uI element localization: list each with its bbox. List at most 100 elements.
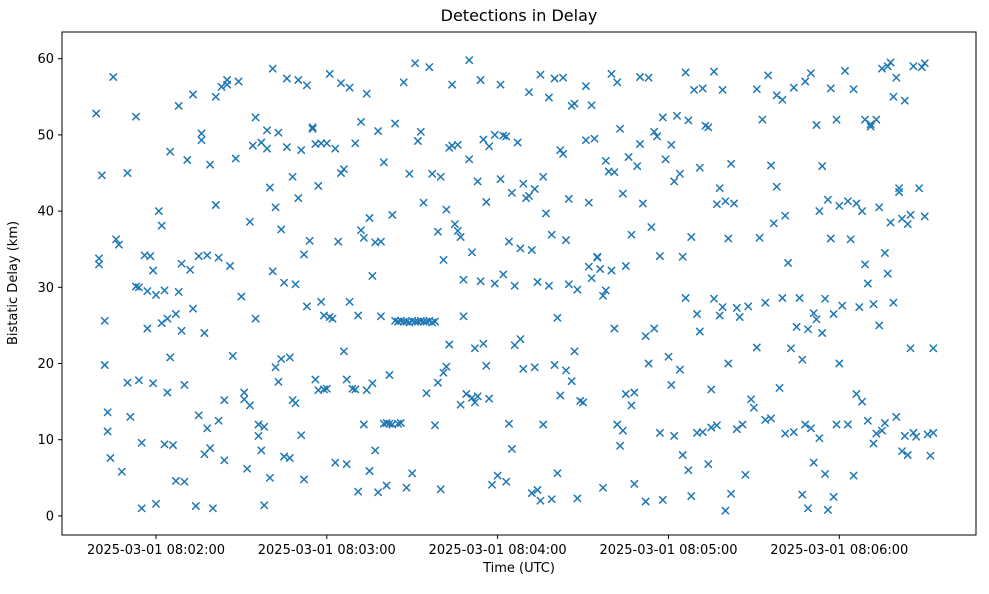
scatter-point	[359, 233, 368, 242]
scatter-point	[499, 270, 508, 279]
scatter-point	[675, 169, 684, 178]
scatter-point	[95, 260, 103, 269]
scatter-point	[584, 198, 593, 207]
scatter-point	[861, 260, 869, 269]
scatter-point	[801, 77, 810, 86]
scatter-point	[231, 154, 240, 163]
scatter-point	[485, 142, 494, 151]
scatter-point	[171, 476, 180, 485]
scatter-point	[365, 467, 374, 475]
y-axis-label: Bistatic Delay (km)	[6, 221, 21, 345]
scatter-point	[704, 460, 713, 469]
scatter-point	[314, 181, 323, 190]
scatter-point	[391, 119, 400, 128]
scatter-point	[265, 473, 274, 482]
scatter-point	[789, 428, 798, 437]
scatter-point	[636, 140, 644, 148]
scatter-point	[354, 311, 363, 320]
scatter-point	[769, 219, 778, 228]
x-axis-label: Time (UTC)	[482, 561, 555, 576]
scatter-point	[243, 464, 252, 473]
scatter-point	[525, 191, 533, 200]
scatter-point	[143, 324, 152, 333]
scatter-point	[149, 266, 158, 275]
scatter-point	[920, 59, 929, 68]
scatter-point	[684, 466, 693, 475]
scatter-point	[114, 240, 123, 249]
scatter-point	[900, 96, 909, 105]
scatter-point	[152, 499, 160, 508]
scatter-point	[103, 408, 112, 417]
scatter-point	[294, 194, 303, 203]
scatter-point	[220, 396, 229, 405]
scatter-point	[465, 56, 474, 65]
scatter-point	[382, 481, 391, 490]
scatter-point	[268, 64, 277, 73]
y-tick-label: 20	[37, 357, 54, 372]
scatter-point	[482, 361, 491, 370]
scatter-point	[698, 84, 707, 93]
scatter-point	[459, 275, 468, 284]
scatter-point	[203, 251, 212, 260]
scatter-point	[337, 79, 345, 88]
scatter-point	[599, 483, 607, 492]
scatter-point	[106, 454, 115, 462]
scatter-point	[328, 314, 337, 323]
y-tick-label: 10	[37, 433, 54, 448]
scatter-point	[556, 391, 565, 400]
plot-area	[61, 31, 977, 536]
scatter-point	[166, 353, 175, 362]
scatter-point	[268, 267, 277, 276]
scatter-point	[277, 355, 286, 363]
scatter-point	[493, 471, 502, 480]
scatter-point	[718, 85, 727, 94]
scatter-point	[149, 379, 158, 388]
scatter-point	[226, 262, 234, 270]
scatter-point	[778, 294, 787, 302]
scatter-point	[297, 431, 306, 440]
scatter-point	[157, 319, 166, 328]
axis-ticks: 2025-03-01 08:02:00 2025-03-01 08:03:00 20…	[37, 52, 908, 558]
scatter-point	[875, 203, 884, 212]
scatter-point	[778, 95, 787, 104]
scatter-point	[516, 244, 525, 253]
scatter-point	[542, 209, 550, 218]
scatter-point	[852, 199, 861, 208]
scatter-point	[599, 291, 607, 300]
scatter-point	[174, 287, 183, 296]
scatter-point	[607, 266, 616, 275]
scatter-point	[160, 440, 169, 449]
scatter-point	[610, 168, 619, 177]
scatter-point	[900, 431, 909, 440]
scatter-point	[550, 74, 559, 83]
scatter-point	[351, 139, 360, 148]
scatter-point	[644, 73, 653, 82]
scatter-point	[462, 390, 471, 398]
scatter-point	[655, 252, 664, 261]
scatter-point	[786, 344, 795, 353]
scatter-point	[123, 378, 132, 387]
scatter-point	[601, 286, 610, 295]
scatter-point	[95, 254, 103, 263]
scatter-point	[889, 298, 898, 307]
scatter-point	[761, 298, 770, 307]
scatter-point	[519, 364, 528, 373]
scatter-point	[587, 101, 596, 110]
scatter-point	[197, 129, 206, 138]
scatter-point	[581, 136, 590, 145]
scatter-point	[647, 223, 656, 232]
scatter-point	[929, 428, 938, 437]
scatter-point	[288, 172, 297, 181]
scatter-point	[322, 384, 331, 393]
scatter-point	[880, 419, 889, 427]
scatter-point	[616, 124, 625, 133]
scatter-point	[564, 280, 573, 289]
scatter-point	[624, 153, 633, 161]
scatter-point	[693, 310, 701, 318]
scatter-point	[715, 184, 724, 193]
scatter-point	[191, 502, 200, 510]
scatter-point	[587, 274, 596, 283]
scatter-point	[302, 81, 311, 90]
scatter-point	[368, 379, 377, 388]
